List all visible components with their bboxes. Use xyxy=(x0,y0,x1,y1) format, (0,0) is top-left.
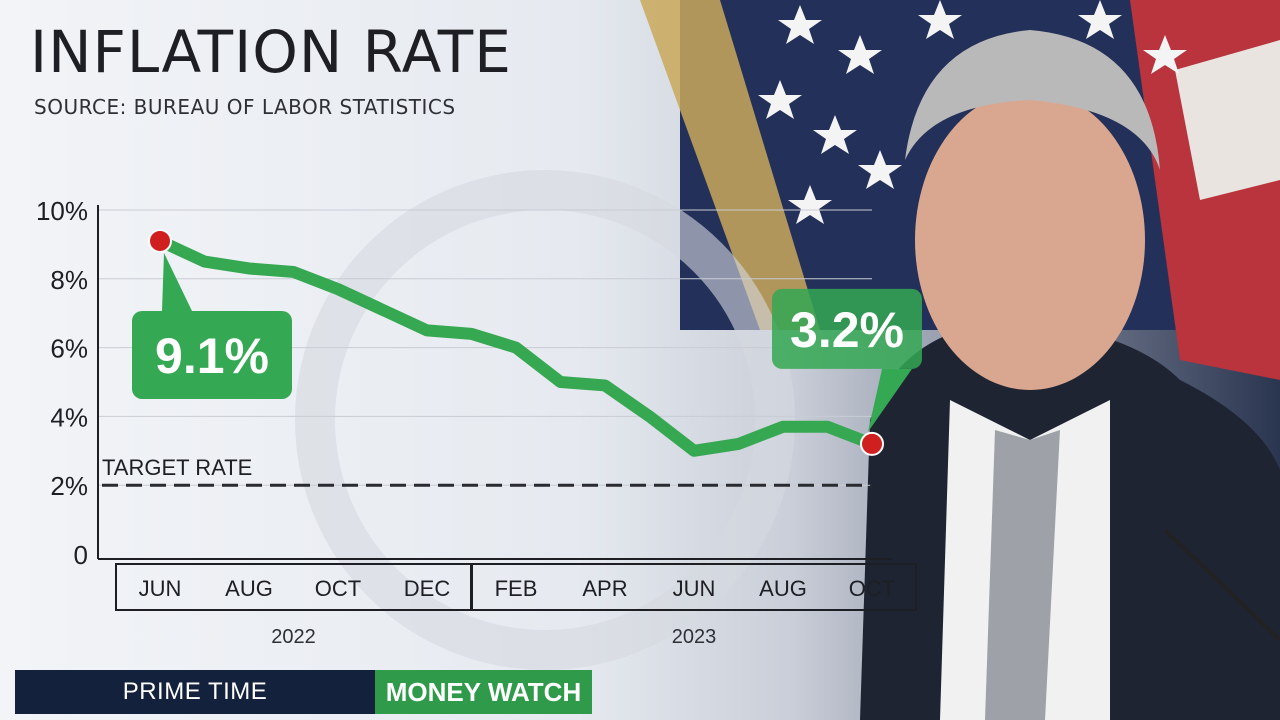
data-point xyxy=(379,306,386,313)
callout-label: 3.2% xyxy=(790,302,904,358)
callout-pointer xyxy=(162,252,192,311)
data-point xyxy=(602,382,608,389)
data-point xyxy=(780,423,786,430)
data-point xyxy=(424,327,430,334)
endpoint-marker xyxy=(148,228,172,253)
callout-label: 9.1% xyxy=(155,328,269,384)
money-watch-label: MONEY WATCH xyxy=(375,670,592,714)
data-point xyxy=(246,265,252,272)
x-tick-label: OCT xyxy=(849,576,895,601)
data-point xyxy=(557,379,564,385)
data-point xyxy=(468,330,475,337)
data-point xyxy=(735,440,742,447)
target-rate-label: TARGET RATE xyxy=(102,455,252,480)
x-tick-label: APR xyxy=(582,576,627,601)
data-point xyxy=(691,447,697,454)
lower-third-banner: PRIME TIME MONEY WATCH xyxy=(15,670,592,714)
year-label: 2022 xyxy=(271,626,316,648)
y-tick-label: 8% xyxy=(50,265,88,295)
x-tick-label: AUG xyxy=(225,576,273,601)
data-point xyxy=(513,344,519,351)
callout-box xyxy=(132,310,292,399)
endpoint-marker xyxy=(860,431,884,456)
x-tick-label: JUN xyxy=(139,576,182,601)
data-point xyxy=(824,423,831,430)
data-point xyxy=(335,286,341,293)
x-tick-label: OCT xyxy=(315,576,361,601)
x-tick-label: JUN xyxy=(673,576,716,601)
year-bracket xyxy=(471,563,917,611)
data-point xyxy=(646,413,653,420)
data-point xyxy=(290,268,297,275)
speaker-photo xyxy=(860,30,1280,720)
x-tick-label: FEB xyxy=(495,576,538,601)
callout-box xyxy=(772,288,922,369)
prime-time-label: PRIME TIME xyxy=(15,670,375,714)
y-tick-label: 4% xyxy=(50,402,88,432)
x-tick-label: DEC xyxy=(404,576,451,601)
chart-title: INFLATION RATE xyxy=(30,18,512,86)
y-tick-label: 10% xyxy=(36,196,88,226)
year-label: 2023 xyxy=(672,626,717,648)
y-tick-label: 6% xyxy=(50,334,88,364)
callout-pointer xyxy=(868,368,912,432)
chart-source: SOURCE: BUREAU OF LABOR STATISTICS xyxy=(34,95,456,119)
y-tick-label: 2% xyxy=(50,471,88,501)
x-tick-label: AUG xyxy=(759,576,807,601)
seal-watermark xyxy=(295,170,795,670)
y-tick-label: 0 xyxy=(74,540,88,570)
data-point xyxy=(201,258,208,265)
